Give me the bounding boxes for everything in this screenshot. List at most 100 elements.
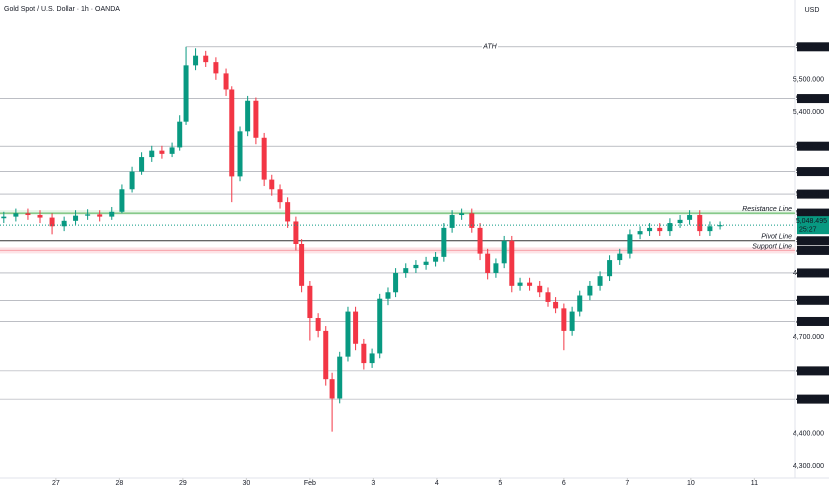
candle-body xyxy=(353,311,359,344)
current-price-label: 5,048.495 xyxy=(796,218,827,225)
level-label: 5,145.000 xyxy=(796,191,827,198)
candle-body xyxy=(561,308,567,331)
candle-body xyxy=(657,227,663,232)
candle-body xyxy=(469,213,475,228)
level-label-box xyxy=(797,268,829,278)
level-label: 5,215.000 xyxy=(796,168,827,175)
level-label: 5,000.000 xyxy=(796,238,827,245)
candle-body xyxy=(587,285,593,296)
level-label-box xyxy=(797,316,829,326)
level-label-box xyxy=(797,295,829,305)
candle-body xyxy=(261,137,267,180)
x-tick-label: Feb xyxy=(304,480,316,487)
candle-body xyxy=(627,234,633,254)
level-label-box xyxy=(797,208,829,218)
candle-body xyxy=(667,223,673,232)
candle-body xyxy=(403,268,409,273)
candle-body xyxy=(433,256,439,262)
level-label-box xyxy=(797,245,829,255)
x-tick-label: 4 xyxy=(435,480,439,487)
candle-body xyxy=(299,243,305,286)
level-label-box xyxy=(797,236,829,246)
candle-body xyxy=(545,292,551,302)
candle-body xyxy=(423,261,429,265)
candle-body xyxy=(229,89,235,177)
candle-body xyxy=(687,215,693,220)
level-label: 4,900.000 xyxy=(796,270,827,277)
level-label-box xyxy=(797,141,829,151)
candle-body xyxy=(169,147,175,154)
level-label: 4,815.046 xyxy=(796,297,827,304)
currency: USD xyxy=(805,7,820,14)
current-price-box xyxy=(797,216,829,235)
candle-body xyxy=(647,227,653,232)
candle-body xyxy=(285,202,291,222)
countdown: 25:27 xyxy=(799,227,817,234)
chart-title: Gold Spot / U.S. Dollar · 1h · OANDA xyxy=(4,6,120,13)
candle-body xyxy=(159,150,165,154)
candle-body xyxy=(385,292,391,299)
candle-body xyxy=(707,226,713,232)
candle-body xyxy=(393,272,399,293)
candle-body xyxy=(213,62,219,74)
candle-body xyxy=(269,179,275,190)
candle-body xyxy=(109,211,115,217)
y-tick-label: 4,300.000 xyxy=(793,463,824,470)
level-label: 5,602.590 xyxy=(796,44,827,51)
candle-body xyxy=(577,295,583,312)
candle-body xyxy=(61,220,67,227)
candle-body xyxy=(149,150,155,158)
candle-body xyxy=(509,240,515,286)
candle-body xyxy=(569,311,575,331)
candle-body xyxy=(37,215,43,218)
candle-body xyxy=(517,282,523,286)
y-tick-label: 4,700.000 xyxy=(793,334,824,341)
candle-body xyxy=(277,189,283,203)
level-label-box xyxy=(797,366,829,376)
x-tick-label: 27 xyxy=(52,480,60,487)
candle-body xyxy=(223,73,229,90)
level-label: 4,970.000 xyxy=(796,247,827,254)
candle-body xyxy=(607,260,613,277)
candle-body xyxy=(413,264,419,269)
candle-body xyxy=(73,215,79,221)
candle-body xyxy=(329,379,335,399)
candle-body xyxy=(697,215,703,232)
candle-body xyxy=(361,343,367,364)
candle-body xyxy=(337,356,343,399)
candle-body xyxy=(477,227,483,254)
y-tick-label: 5,400.000 xyxy=(793,109,824,116)
level-label: 5,086.000 xyxy=(796,210,827,217)
candle-body xyxy=(25,213,31,216)
candle-body xyxy=(237,131,243,177)
candle-body xyxy=(203,55,209,63)
annotation: Resistance Line xyxy=(742,206,792,213)
candle-body xyxy=(193,55,199,66)
level-label: 4,749.265 xyxy=(796,318,827,325)
level-label-box xyxy=(797,42,829,52)
candle-body xyxy=(307,285,313,319)
candle-body xyxy=(553,301,559,309)
candle-body xyxy=(617,253,623,261)
x-tick-label: 5 xyxy=(498,480,502,487)
candle-body xyxy=(441,227,447,257)
x-tick-label: 11 xyxy=(751,480,758,487)
candle-body xyxy=(485,253,491,273)
candle-body xyxy=(637,231,643,235)
level-label-box xyxy=(797,94,829,104)
candle-body xyxy=(527,282,533,286)
x-tick-label: 29 xyxy=(179,480,187,487)
x-tick-label: 28 xyxy=(115,480,123,487)
annotation-bg xyxy=(482,41,498,52)
level-label: 4,508.068 xyxy=(796,396,827,403)
candle-body xyxy=(293,221,299,244)
x-tick-label: 6 xyxy=(562,480,566,487)
candle-body xyxy=(677,219,683,224)
candle-body xyxy=(459,213,465,216)
candle-body xyxy=(119,189,125,212)
candle-body xyxy=(49,217,55,227)
level-label-box xyxy=(797,189,829,199)
annotation: ATH xyxy=(482,44,497,51)
